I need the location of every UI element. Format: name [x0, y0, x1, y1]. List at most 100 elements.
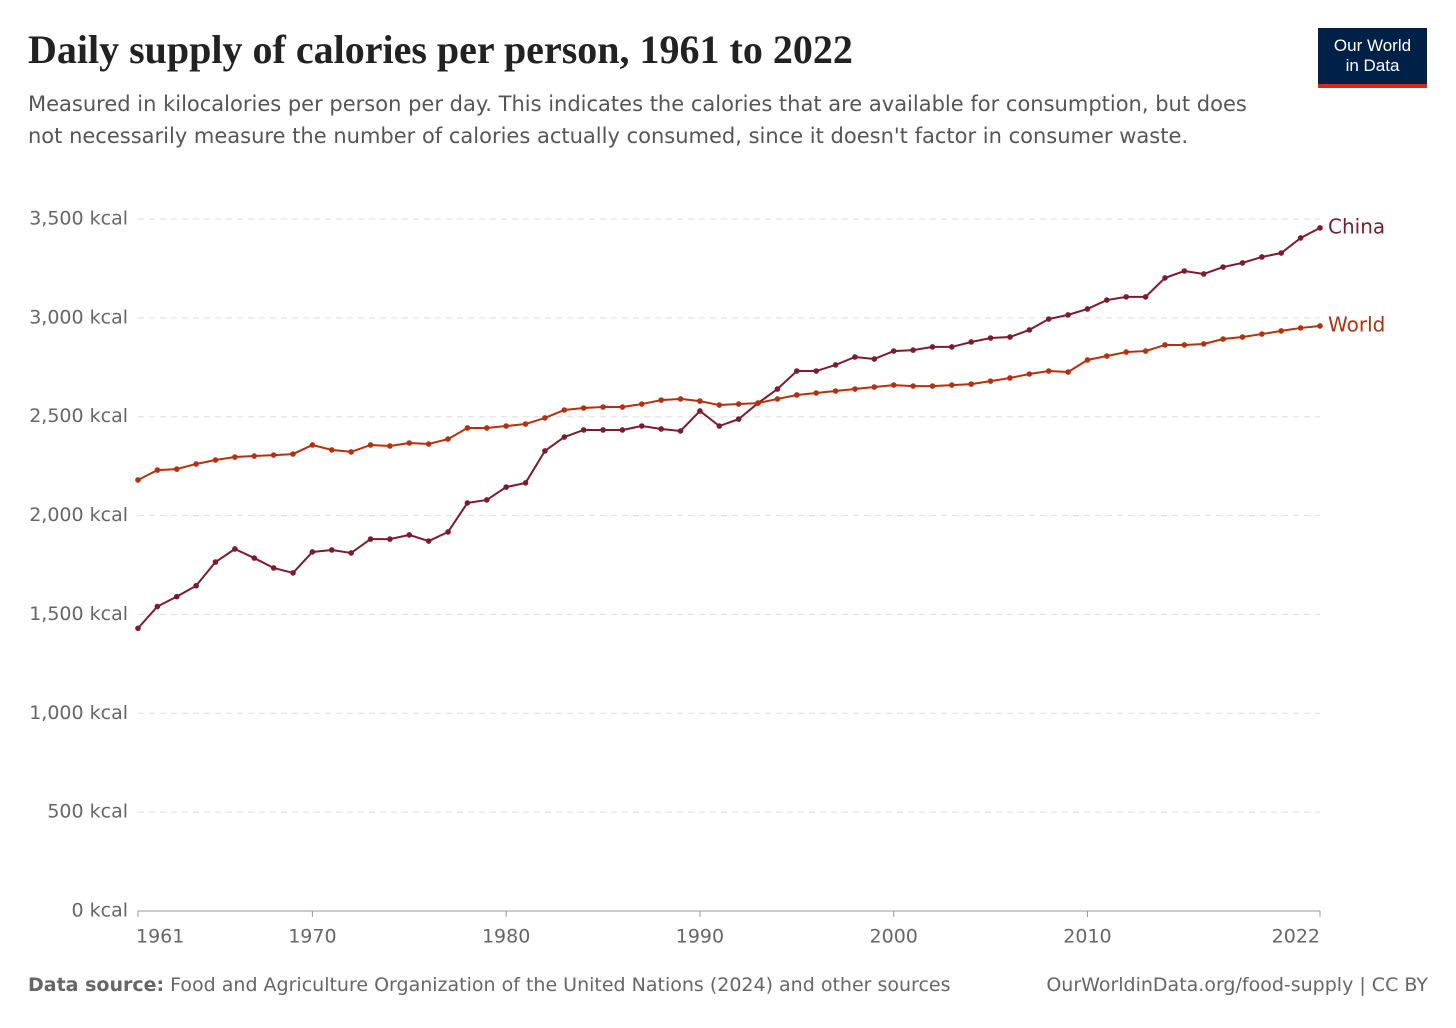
point [910, 383, 916, 389]
point [348, 449, 354, 455]
point [154, 467, 161, 473]
point [1142, 294, 1149, 300]
point [1259, 254, 1265, 260]
point [1084, 306, 1091, 312]
point [406, 532, 413, 538]
point [193, 461, 199, 467]
point [1317, 225, 1323, 231]
point [309, 442, 316, 448]
point [813, 368, 819, 374]
point [270, 452, 277, 458]
point [522, 480, 529, 486]
y-tick-label: 1,500 kcal [29, 603, 128, 625]
point [1259, 331, 1265, 337]
point [987, 335, 994, 341]
point [464, 425, 471, 431]
point [483, 425, 490, 431]
point [232, 546, 238, 552]
point [561, 434, 568, 440]
x-tick-label: 2010 [1063, 926, 1111, 948]
point [1045, 316, 1052, 322]
point [1181, 268, 1188, 274]
point [1026, 327, 1033, 333]
point [716, 423, 723, 429]
y-tick-label: 3,500 kcal [29, 208, 128, 230]
logo-line: in Data [1345, 56, 1400, 75]
point [1142, 348, 1149, 354]
source-label: Data source: [28, 974, 165, 996]
x-tick-label: 1970 [288, 926, 336, 948]
point [367, 536, 374, 542]
point [561, 407, 568, 413]
point [677, 428, 684, 434]
x-tick-label: 1990 [676, 926, 724, 948]
point [251, 555, 258, 561]
point [503, 484, 509, 490]
point [173, 466, 180, 472]
point [580, 405, 587, 411]
point [1317, 323, 1323, 329]
point [425, 441, 432, 447]
point [949, 344, 955, 350]
source: Data source: Food and Agriculture Organi… [28, 974, 950, 996]
chart-subtitle: Measured in kilocalories per person per … [28, 92, 1247, 148]
point [716, 402, 723, 408]
point [1123, 349, 1130, 355]
point [1123, 294, 1130, 300]
point [813, 390, 819, 396]
point [890, 348, 897, 354]
point [542, 448, 548, 454]
point [1220, 336, 1226, 342]
point [929, 344, 936, 350]
point [774, 386, 781, 392]
point [832, 388, 839, 394]
point [929, 383, 936, 389]
x-tick-label: 1961 [136, 926, 184, 948]
point [619, 427, 626, 433]
point [1007, 334, 1013, 340]
point [852, 354, 858, 360]
point [658, 397, 664, 403]
logo-line: Our World [1333, 36, 1412, 55]
point [212, 457, 219, 463]
point [542, 415, 548, 421]
point [755, 400, 761, 406]
point [987, 378, 994, 384]
point [832, 362, 839, 368]
point [445, 436, 451, 442]
logo[interactable]: Our World in Data [1318, 28, 1427, 88]
y-tick-label: 2,500 kcal [29, 405, 128, 427]
point [212, 559, 219, 565]
point [1200, 271, 1207, 277]
point [1239, 260, 1246, 266]
point [968, 381, 975, 387]
point [1026, 371, 1033, 377]
point [328, 447, 335, 453]
point [1200, 341, 1207, 347]
x-tick-label: 2000 [870, 926, 918, 948]
point [135, 625, 141, 632]
credit[interactable]: OurWorldinData.org/food-supply | CC BY [1046, 974, 1428, 996]
series-line [137, 227, 1321, 629]
point [135, 477, 141, 483]
point [1297, 235, 1304, 241]
point [522, 421, 529, 427]
point [251, 453, 258, 459]
point [949, 382, 955, 388]
y-tick-label: 0 kcal [72, 900, 129, 922]
x-tick-label: 2022 [1272, 926, 1320, 948]
point [1162, 275, 1168, 281]
y-tick-label: 500 kcal [47, 801, 128, 823]
point [1104, 297, 1110, 303]
point [871, 356, 878, 362]
point [290, 570, 296, 576]
point [154, 603, 161, 610]
point [387, 536, 393, 542]
point [464, 500, 471, 506]
source-text: Food and Agriculture Organization of the… [170, 974, 951, 996]
point [1104, 353, 1110, 359]
point [600, 427, 606, 433]
point [1045, 368, 1052, 374]
point [1278, 250, 1285, 256]
